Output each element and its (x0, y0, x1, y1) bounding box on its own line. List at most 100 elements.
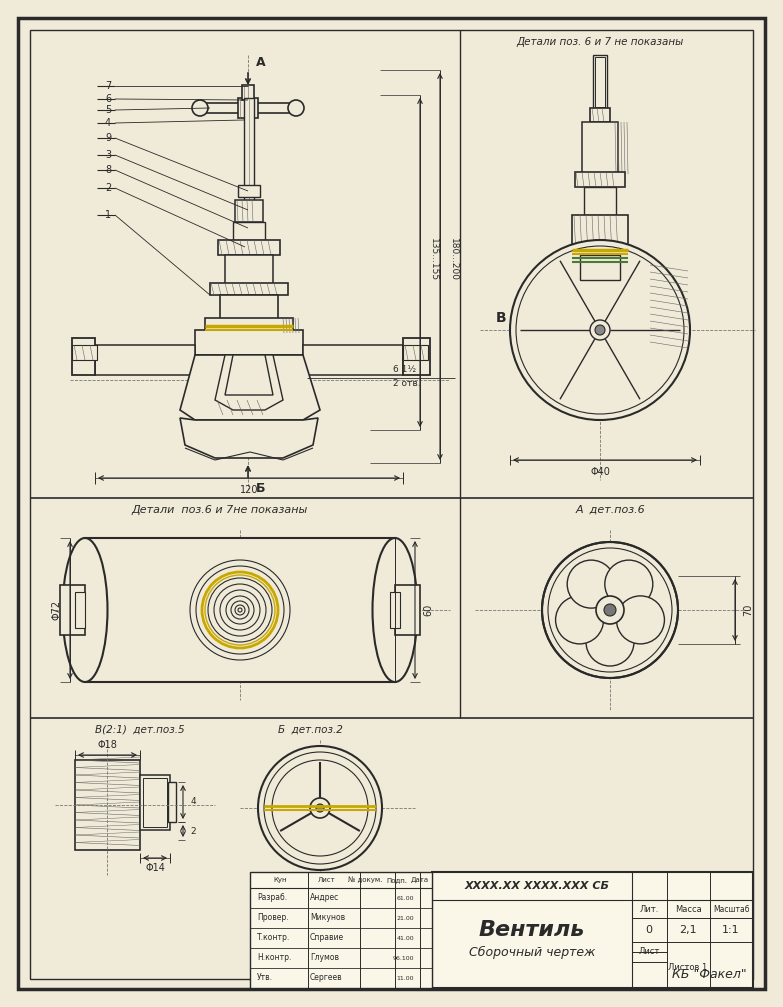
Text: 11.00: 11.00 (396, 976, 414, 981)
Bar (210, 283, 288, 295)
Bar (590, 108, 610, 122)
Bar (303, 345, 403, 375)
Text: КБ "Факел": КБ "Факел" (672, 969, 746, 982)
Text: 4: 4 (190, 798, 196, 807)
Bar (593, 55, 607, 110)
Text: Б  дет.поз.2: Б дет.поз.2 (277, 725, 342, 735)
Bar (140, 775, 170, 830)
Bar (238, 98, 258, 118)
Text: Т.контр.: Т.контр. (257, 933, 290, 943)
Polygon shape (72, 338, 95, 375)
Circle shape (590, 320, 610, 340)
Text: 21.00: 21.00 (396, 915, 414, 920)
Text: 3: 3 (105, 150, 111, 160)
Circle shape (220, 590, 260, 630)
Bar (582, 122, 618, 174)
Circle shape (556, 596, 604, 643)
Circle shape (288, 100, 304, 116)
Text: 9: 9 (105, 133, 111, 143)
Bar (95, 345, 195, 375)
Circle shape (226, 596, 254, 624)
Circle shape (616, 596, 665, 643)
Text: 41.00: 41.00 (396, 936, 414, 941)
Text: Микунов: Микунов (310, 913, 345, 922)
Polygon shape (403, 338, 430, 375)
Text: Сергеев: Сергеев (310, 974, 343, 983)
Polygon shape (215, 355, 283, 410)
Circle shape (258, 746, 382, 870)
Circle shape (196, 566, 284, 654)
Circle shape (510, 240, 690, 420)
Circle shape (595, 325, 605, 335)
Text: 4: 4 (105, 118, 111, 128)
Text: 6: 6 (105, 94, 111, 104)
Text: 1:1: 1:1 (722, 925, 740, 936)
Circle shape (596, 596, 624, 624)
Text: Лист: Лист (318, 877, 336, 883)
Bar (403, 345, 428, 359)
Text: Лист: Лист (638, 948, 660, 957)
Ellipse shape (63, 538, 107, 682)
Bar (250, 872, 432, 988)
Text: Разраб.: Разраб. (257, 893, 287, 902)
Text: Φ72: Φ72 (52, 600, 62, 620)
Text: Масштаб: Масштаб (713, 904, 749, 913)
Circle shape (264, 752, 376, 864)
Bar (395, 585, 420, 635)
Text: 120: 120 (240, 485, 258, 495)
Circle shape (604, 560, 653, 608)
Circle shape (567, 560, 615, 608)
Circle shape (310, 798, 330, 818)
Bar (72, 345, 97, 359)
Text: 5: 5 (105, 105, 111, 115)
Bar (235, 200, 263, 222)
Polygon shape (180, 355, 320, 420)
Bar (85, 538, 395, 682)
Bar (244, 98, 254, 283)
Text: В(2:1)  дет.поз.5: В(2:1) дет.поз.5 (96, 725, 185, 735)
Text: 8: 8 (105, 165, 111, 175)
Polygon shape (225, 355, 273, 395)
Text: Листов 1: Листов 1 (669, 963, 708, 972)
Circle shape (214, 584, 266, 636)
Bar (195, 103, 301, 113)
Circle shape (586, 618, 634, 666)
Bar (390, 592, 400, 628)
Text: Кун: Кун (273, 877, 287, 883)
Text: Лит.: Лит. (639, 904, 659, 913)
Bar (584, 187, 616, 215)
Circle shape (548, 548, 672, 672)
Circle shape (542, 542, 678, 678)
Bar (195, 330, 303, 355)
Text: 6 1½: 6 1½ (393, 366, 416, 375)
Text: Подп.: Подп. (387, 877, 407, 883)
Text: 2: 2 (190, 827, 196, 836)
Text: № докум.: № докум. (348, 877, 382, 883)
Text: 2,1: 2,1 (679, 925, 697, 936)
Circle shape (235, 605, 245, 615)
Text: Н.контр.: Н.контр. (257, 954, 291, 963)
Bar (220, 295, 278, 320)
Circle shape (192, 100, 208, 116)
Bar (233, 222, 265, 240)
Text: Дата: Дата (411, 877, 429, 883)
Text: В: В (496, 311, 507, 325)
Text: ХХХХ.ХХ ХХХХ.ХХХ СБ: ХХХХ.ХХ ХХХХ.ХХХ СБ (464, 881, 609, 891)
Text: Глумов: Глумов (310, 954, 339, 963)
Circle shape (272, 760, 368, 856)
Bar (580, 255, 620, 280)
Text: Утв.: Утв. (257, 974, 273, 983)
Text: Вентиль: Вентиль (479, 920, 585, 940)
Text: А: А (256, 55, 265, 68)
Text: Сборочный чертеж: Сборочный чертеж (469, 946, 595, 959)
Text: Справие: Справие (310, 933, 344, 943)
Text: 61.00: 61.00 (396, 895, 414, 900)
Text: 180...200: 180...200 (449, 239, 457, 282)
Circle shape (238, 608, 242, 612)
Circle shape (190, 560, 290, 660)
Text: Φ40: Φ40 (590, 467, 610, 477)
Bar (238, 185, 260, 197)
Bar (60, 585, 85, 635)
Text: А  дет.поз.6: А дет.поз.6 (576, 505, 645, 515)
Text: 60: 60 (423, 604, 433, 616)
